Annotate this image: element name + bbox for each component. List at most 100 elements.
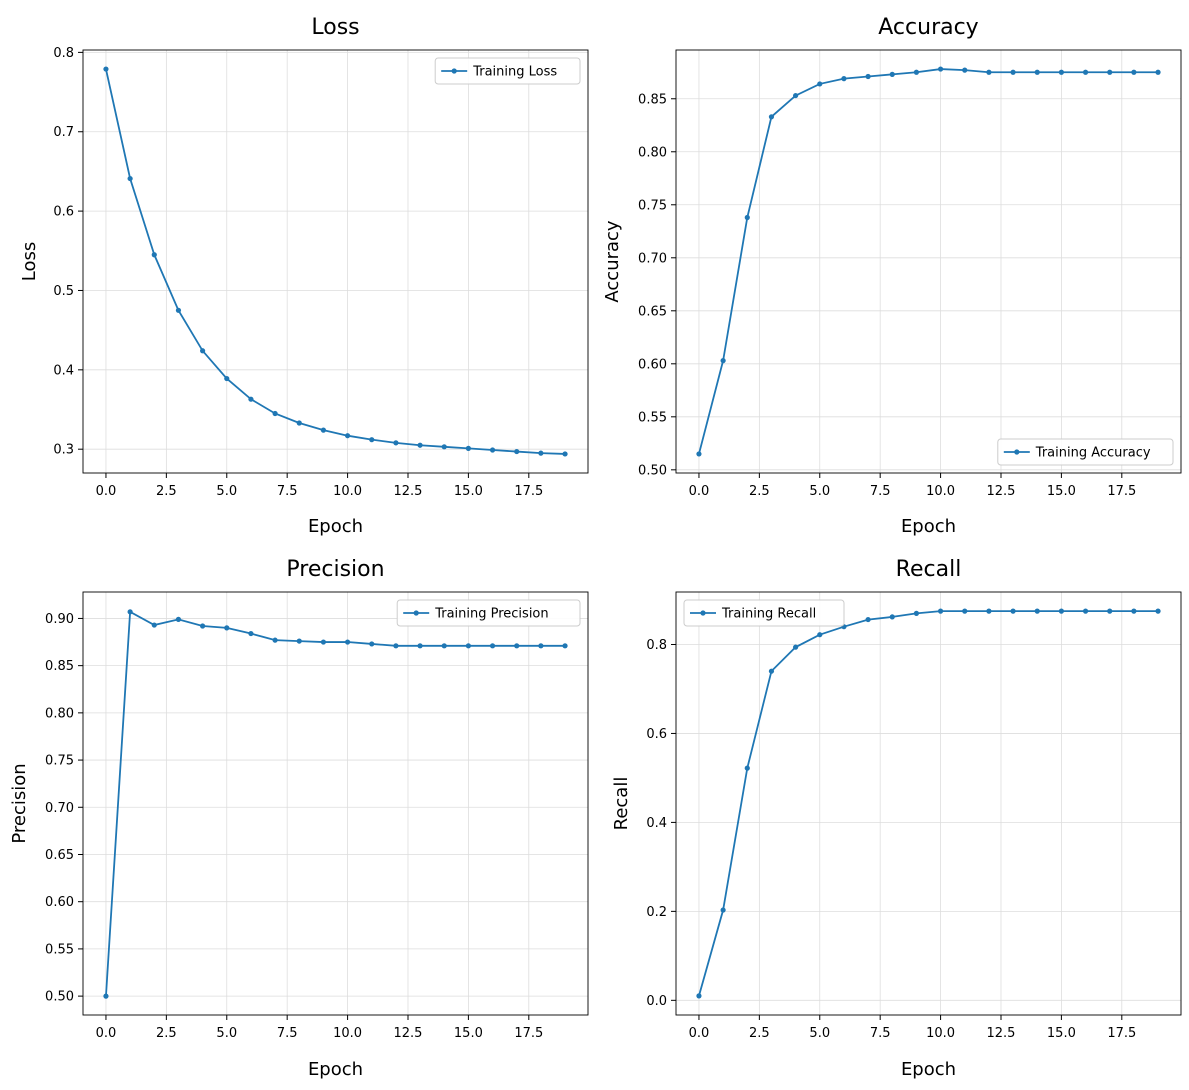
data-point <box>1010 69 1016 75</box>
data-point <box>103 66 109 72</box>
x-tick-label: 15.0 <box>454 484 483 499</box>
data-point <box>1058 608 1064 614</box>
plot-frame <box>82 49 589 474</box>
x-tick-label: 10.0 <box>926 484 955 499</box>
y-tick-label: 0.50 <box>638 463 667 478</box>
data-point <box>744 214 750 221</box>
data-point <box>1107 69 1113 75</box>
x-axis-label: Epoch <box>308 516 363 537</box>
y-tick-label: 0.85 <box>45 659 74 674</box>
x-tick-label: 17.5 <box>514 1026 543 1041</box>
data-point <box>272 410 278 417</box>
data-point <box>127 175 133 182</box>
y-tick-label: 0.75 <box>638 198 667 213</box>
y-axis-label: Accuracy <box>602 220 623 303</box>
data-point <box>320 427 327 433</box>
data-point <box>1082 608 1089 614</box>
x-tick-label: 12.5 <box>987 484 1016 499</box>
data-point <box>441 444 447 450</box>
x-tick-label: 12.5 <box>987 1026 1016 1041</box>
data-point <box>1010 608 1016 614</box>
x-axis-label: Epoch <box>901 516 956 537</box>
data-point <box>768 114 775 120</box>
subplot-accuracy: 0.0 2.5 5.0 7.5 10.0 12.5 15.0 17.5 0.50 0.55 0.60… <box>602 15 1182 537</box>
plot-frame <box>675 49 1182 474</box>
data-point <box>562 643 568 649</box>
x-tick-label: 10.0 <box>333 484 362 499</box>
y-tick-label: 0.4 <box>53 363 74 378</box>
y-tick-label: 0.80 <box>45 706 74 721</box>
y-tick-label: 0.4 <box>646 816 667 831</box>
legend-marker-swatch <box>413 610 419 616</box>
data-point <box>296 420 302 426</box>
x-tick-label: 5.0 <box>809 1026 830 1041</box>
subplot-loss: 0.0 2.5 5.0 7.5 10.0 12.5 15.0 17.5 0.3 0.4 0.5 0.6… <box>19 15 589 537</box>
y-tick-label: 0.6 <box>646 727 667 742</box>
data-point <box>489 643 496 649</box>
y-tick-label: 0.55 <box>45 942 74 957</box>
data-point <box>696 451 702 457</box>
data-point <box>514 448 520 455</box>
legend-label: Training Recall <box>721 607 816 622</box>
data-point <box>393 440 399 446</box>
data-point <box>417 442 423 448</box>
data-point <box>514 643 520 649</box>
data-point <box>200 348 206 354</box>
data-point <box>320 639 327 645</box>
x-tick-label: 10.0 <box>926 1026 955 1041</box>
legend: Training Accuracy <box>997 438 1174 466</box>
legend: Training Precision <box>396 599 581 627</box>
data-point <box>127 609 133 615</box>
data-point <box>344 639 351 645</box>
subplot-precision: 0.0 2.5 5.0 7.5 10.0 12.5 15.0 17.5 0.50 0.55 0.60… <box>9 557 589 1080</box>
x-axis-label: Epoch <box>901 1059 956 1080</box>
x-tick-label: 15.0 <box>1047 1026 1076 1041</box>
data-point <box>248 396 254 402</box>
data-point <box>538 450 544 456</box>
x-tick-label: 0.0 <box>96 1026 117 1041</box>
data-point <box>937 66 944 72</box>
data-point <box>720 907 726 913</box>
y-tick-label: 0.55 <box>638 410 667 425</box>
legend: Training Recall <box>683 599 845 627</box>
data-point <box>489 447 496 453</box>
y-tick-label: 0.60 <box>638 357 667 372</box>
x-tick-label: 7.5 <box>277 1026 298 1041</box>
data-point <box>224 375 230 382</box>
data-point <box>768 668 775 674</box>
x-tick-label: 5.0 <box>809 484 830 499</box>
y-tick-label: 0.5 <box>53 284 74 299</box>
x-tick-label: 12.5 <box>394 1026 423 1041</box>
data-point <box>962 608 968 614</box>
data-point <box>151 622 157 628</box>
chart-title: Precision <box>286 557 384 582</box>
data-point <box>369 641 375 647</box>
data-point <box>962 67 968 73</box>
data-point <box>465 445 471 451</box>
x-tick-label: 7.5 <box>277 484 298 499</box>
data-point <box>1082 69 1089 75</box>
y-tick-label: 0.65 <box>45 848 74 863</box>
data-point <box>793 644 799 650</box>
legend-marker-swatch <box>1014 449 1020 455</box>
y-tick-label: 0.50 <box>45 990 74 1005</box>
data-point <box>441 643 447 649</box>
data-point <box>793 92 799 99</box>
y-tick-label: 0.8 <box>646 638 667 653</box>
data-point <box>913 69 920 75</box>
data-point <box>417 643 423 649</box>
y-tick-label: 0.80 <box>638 145 667 160</box>
x-tick-label: 2.5 <box>749 1026 770 1041</box>
data-point <box>817 81 823 87</box>
y-axis-label: Precision <box>9 763 30 843</box>
data-point <box>937 608 944 614</box>
data-point <box>1155 69 1161 75</box>
y-tick-label: 0.3 <box>53 443 74 458</box>
data-point <box>1034 608 1040 614</box>
data-point <box>865 616 871 623</box>
chart-title: Loss <box>311 15 359 40</box>
data-point <box>562 451 568 457</box>
chart-title: Recall <box>896 557 962 582</box>
data-point <box>1131 608 1137 614</box>
x-tick-label: 2.5 <box>749 484 770 499</box>
